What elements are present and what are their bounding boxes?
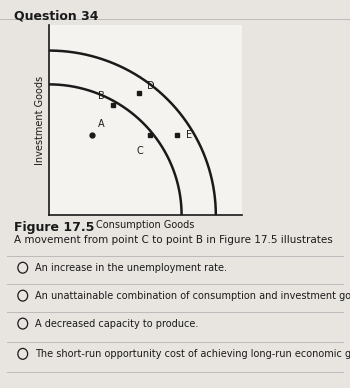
Text: E: E — [186, 130, 192, 140]
Text: A decreased capacity to produce.: A decreased capacity to produce. — [35, 319, 198, 329]
Text: A movement from point C to point B in Figure 17.5 illustrates: A movement from point C to point B in Fi… — [14, 235, 333, 245]
Text: D: D — [147, 81, 155, 91]
Text: Question 34: Question 34 — [14, 10, 98, 23]
Text: A: A — [98, 119, 105, 129]
Text: The short-run opportunity cost of achieving long-run economic growth.: The short-run opportunity cost of achiev… — [35, 349, 350, 359]
Text: Figure 17.5: Figure 17.5 — [14, 221, 94, 234]
Text: C: C — [136, 146, 143, 156]
X-axis label: Consumption Goods: Consumption Goods — [96, 220, 195, 230]
Text: An increase in the unemployment rate.: An increase in the unemployment rate. — [35, 263, 227, 273]
Text: An unattainable combination of consumption and investment goods.: An unattainable combination of consumpti… — [35, 291, 350, 301]
Text: B: B — [98, 91, 105, 101]
Y-axis label: Investment Goods: Investment Goods — [35, 76, 45, 165]
